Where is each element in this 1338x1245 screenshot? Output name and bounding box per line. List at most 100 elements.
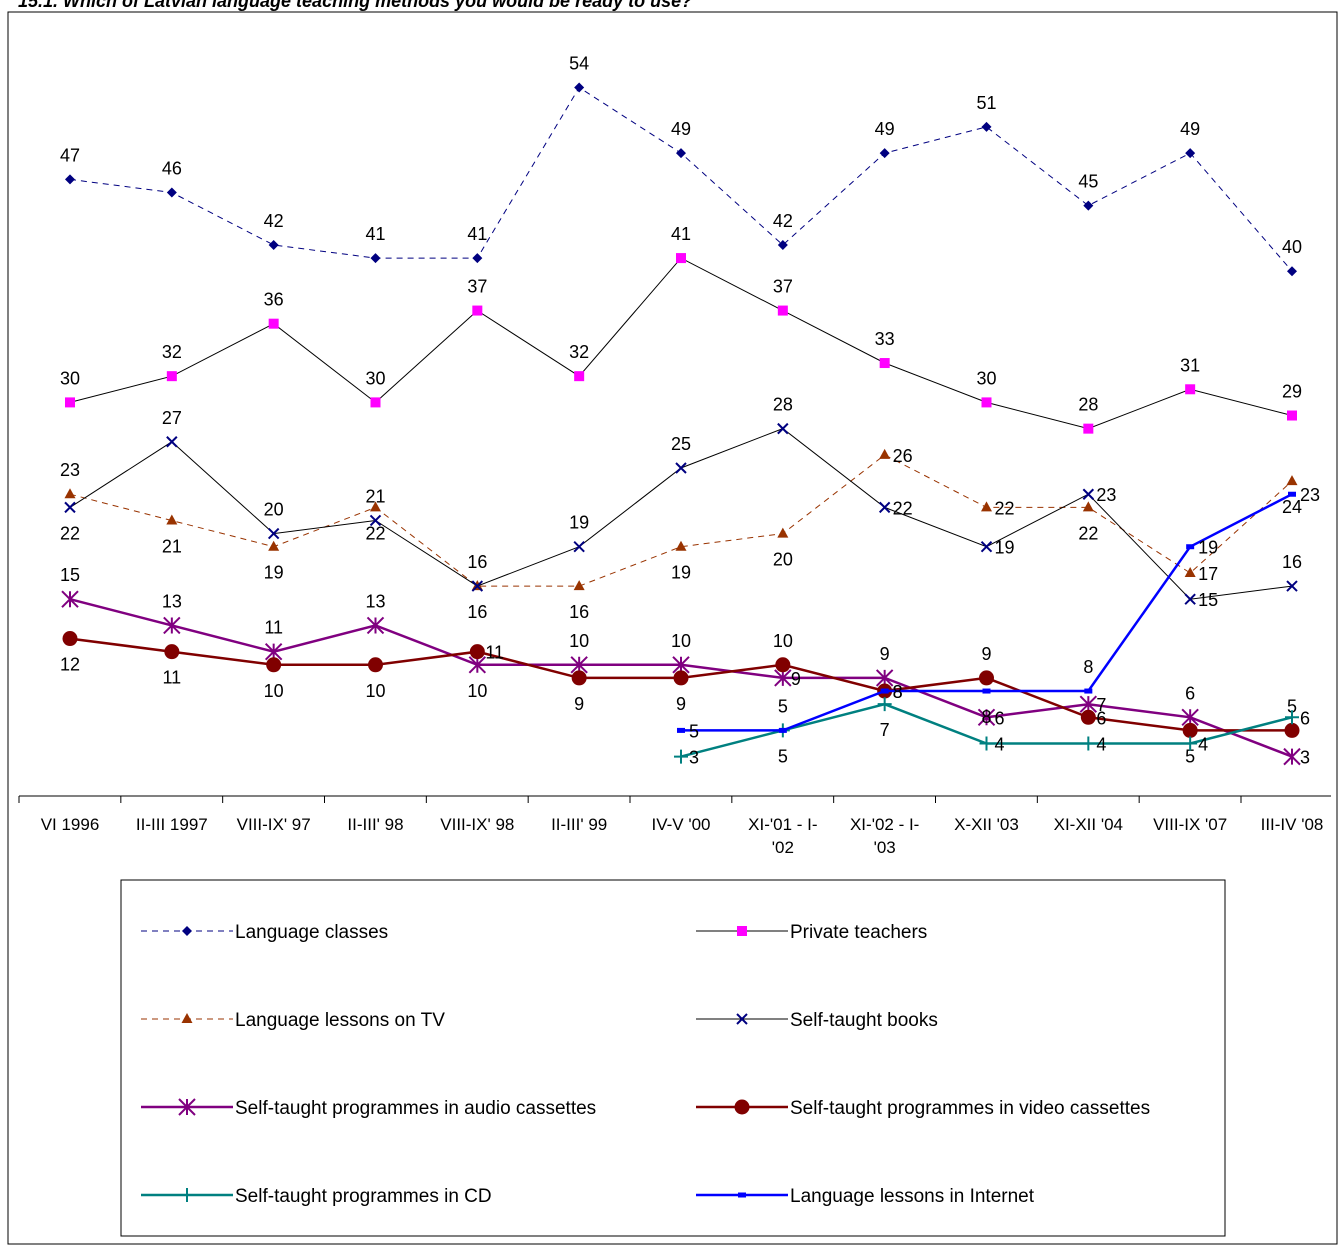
legend-item-self-taught-programmes-in-video-cassettes: Self-taught programmes in video cassette… (696, 1098, 1150, 1119)
data-point (574, 371, 585, 382)
legend-marker (178, 1098, 196, 1116)
asterisk-shape (468, 656, 487, 674)
circle-shape (1182, 722, 1198, 738)
data-label: 19 (569, 513, 589, 533)
data-point (1081, 736, 1096, 751)
data-label: 8 (893, 682, 903, 702)
data-label: 19 (264, 563, 284, 583)
circle-shape (469, 644, 485, 660)
data-label: 7 (880, 720, 890, 740)
data-point (268, 540, 280, 551)
data-label: 20 (773, 550, 793, 570)
data-label: 21 (162, 536, 182, 556)
asterisk-shape (264, 642, 283, 661)
data-label: 23 (1300, 485, 1320, 505)
data-point (65, 397, 75, 408)
data-point (65, 174, 75, 185)
circle-shape (734, 1099, 750, 1115)
dash-shape (778, 727, 787, 733)
data-label: 4 (1096, 735, 1106, 755)
data-label: 6 (1185, 683, 1195, 703)
circle-shape (571, 670, 587, 686)
data-point (1184, 566, 1196, 577)
series-line (69, 257, 1293, 430)
x-shape (1286, 580, 1298, 592)
triangle-shape (777, 527, 789, 538)
triangle-shape (268, 540, 280, 551)
data-label: 3 (689, 748, 699, 768)
data-label: 15 (60, 565, 80, 585)
data-point (369, 514, 382, 527)
data-point (877, 697, 892, 712)
triangle-shape (980, 501, 992, 512)
data-label: 9 (574, 694, 584, 714)
data-label: 22 (365, 523, 385, 543)
x-shape (1184, 593, 1196, 605)
diamond-shape (574, 82, 585, 93)
data-point (1084, 688, 1093, 694)
data-label: 41 (671, 224, 691, 244)
data-label: 41 (467, 224, 487, 244)
data-point (472, 253, 483, 264)
x-shape (471, 580, 484, 592)
data-label: 5 (1287, 696, 1297, 716)
circle-shape (775, 657, 791, 673)
x-shape (64, 501, 76, 514)
diamond-shape (1083, 200, 1094, 211)
data-label: 22 (893, 498, 913, 518)
square-shape (574, 371, 585, 382)
data-point (980, 541, 993, 553)
data-label: 10 (365, 681, 385, 701)
data-label: 49 (875, 119, 895, 139)
triangle-shape (166, 514, 178, 525)
data-point (672, 656, 690, 674)
square-shape (1185, 384, 1196, 395)
dash-shape (1084, 688, 1093, 694)
chart-frame (7, 11, 1338, 1245)
data-point (264, 642, 283, 661)
diamond-shape (981, 121, 992, 132)
dash-shape (982, 688, 991, 694)
data-point (673, 670, 689, 686)
data-point (981, 121, 992, 132)
data-label: 27 (162, 408, 182, 428)
data-point (1183, 736, 1198, 751)
data-label: 5 (1185, 746, 1195, 766)
data-point (1286, 475, 1298, 486)
data-label: 5 (778, 746, 788, 766)
circle-shape (673, 670, 689, 686)
triangle-shape (573, 580, 585, 591)
data-point (266, 657, 282, 673)
data-point (979, 736, 994, 751)
series-language-lessons-in-internet: 5 5 8 8 8 19 23 (676, 485, 1320, 766)
data-label: 4 (994, 735, 1004, 755)
data-label: 41 (365, 224, 385, 244)
data-label: 16 (467, 552, 487, 572)
asterisk-shape (672, 656, 690, 674)
legend-marker (182, 926, 192, 936)
x-tick-label: XI-'01 - I-'02 (748, 815, 817, 857)
data-label: 32 (569, 342, 589, 362)
x-shape (736, 1013, 748, 1025)
data-point (268, 318, 279, 329)
asterisk-shape (366, 616, 385, 635)
data-point (468, 656, 487, 674)
legend-marker (738, 1192, 746, 1198)
data-point (571, 670, 587, 686)
legend-marker (180, 1188, 194, 1202)
legend-box (120, 879, 1226, 1237)
legend-label: Self-taught programmes in audio cassette… (235, 1098, 596, 1119)
data-point (1082, 501, 1094, 512)
square-shape (737, 926, 747, 936)
series-language-classes: 47 46 42 41 41 54 49 42 49 51 45 49 40 (60, 54, 1302, 277)
data-label: 30 (60, 368, 80, 388)
legend-item-self-taught-books: Self-taught books (696, 1010, 938, 1031)
data-point (62, 631, 78, 647)
data-label: 24 (1282, 497, 1302, 517)
data-point (879, 358, 890, 369)
data-point (1286, 410, 1297, 421)
legend-item-self-taught-programmes-in-cd: Self-taught programmes in CD (141, 1186, 492, 1207)
asterisk-shape (570, 656, 588, 674)
series-line (681, 493, 1293, 732)
asterisk-shape (178, 1098, 196, 1116)
